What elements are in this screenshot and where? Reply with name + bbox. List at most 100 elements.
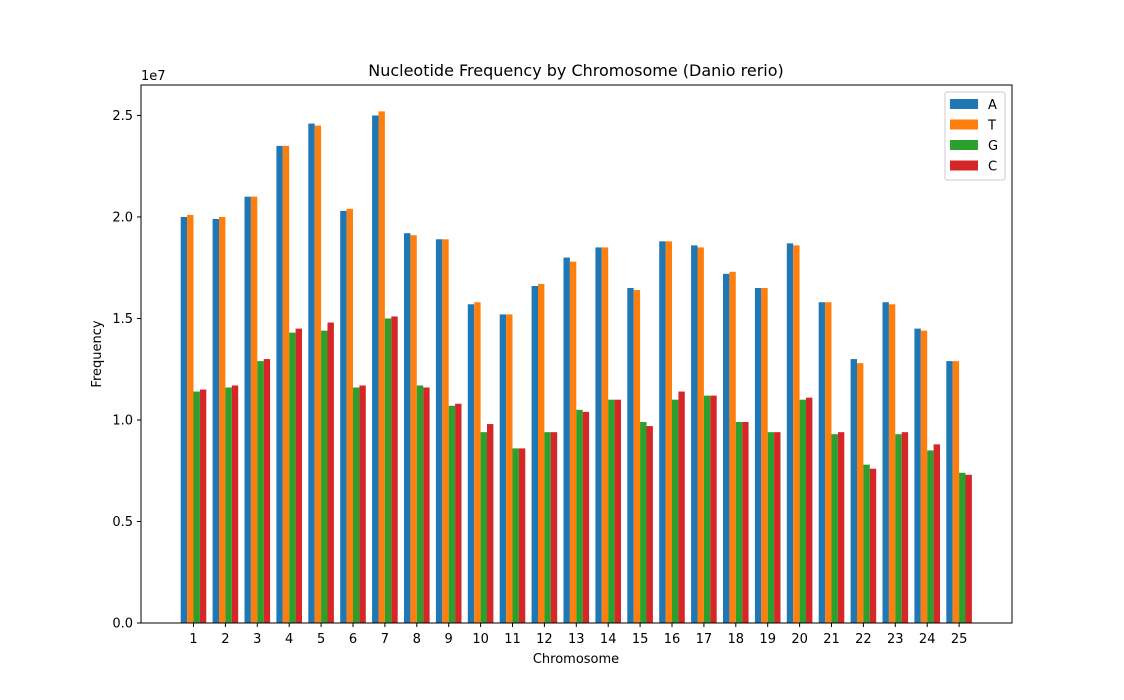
bar-c-chr-23 [901, 432, 909, 623]
bar-c-chr-4 [295, 328, 302, 623]
bar-g-chr-14 [608, 399, 615, 623]
bar-g-chr-4 [289, 332, 296, 623]
legend-swatch-t [950, 119, 978, 130]
bar-t-chr-2 [219, 216, 226, 623]
bar-g-chr-24 [927, 450, 934, 623]
bar-g-chr-5 [321, 330, 328, 623]
bar-g-chr-20 [799, 399, 806, 623]
bar-t-chr-18 [729, 271, 736, 623]
bar-g-chr-6 [353, 387, 360, 623]
bar-c-chr-12 [550, 432, 558, 623]
y-tick-label: 2.5 [112, 109, 133, 124]
bar-a-chr-19 [754, 288, 762, 623]
bar-a-chr-22 [850, 359, 857, 623]
bar-c-chr-1 [199, 389, 207, 623]
x-tick-label-15: 15 [632, 632, 649, 647]
bar-t-chr-8 [410, 235, 417, 624]
bar-g-chr-18 [735, 422, 743, 623]
bar-t-chr-9 [442, 239, 449, 624]
bar-a-chr-4 [276, 145, 283, 623]
x-tick-label-6: 6 [349, 632, 357, 647]
x-tick-label-13: 13 [568, 632, 585, 647]
bar-t-chr-12 [538, 283, 545, 623]
bar-g-chr-22 [863, 464, 870, 623]
legend-swatch-c [950, 160, 978, 171]
bar-t-chr-25 [952, 361, 960, 623]
plot-frame [140, 84, 1013, 624]
bar-a-chr-8 [404, 233, 411, 623]
bar-c-chr-11 [518, 448, 526, 623]
bar-t-chr-5 [314, 125, 322, 623]
x-tick-label-7: 7 [381, 632, 389, 647]
bar-g-chr-12 [544, 432, 551, 623]
bar-a-chr-20 [786, 243, 794, 623]
bar-c-chr-16 [678, 391, 685, 623]
bar-c-chr-7 [391, 316, 398, 623]
bar-a-chr-13 [563, 257, 570, 623]
x-ticks: 1 2 3 4 5 6 7 8 9 10 11 12 13 14 15 16 17 18 19 20 21 22 23 24 2… [189, 623, 967, 647]
y-tick-label: 0.5 [112, 515, 133, 530]
legend-label-g: G [988, 139, 998, 154]
bar-a-chr-23 [882, 302, 889, 623]
bar-t-chr-11 [506, 314, 513, 623]
bar-g-chr-16 [672, 399, 679, 623]
bar-c-chr-24 [933, 444, 940, 623]
bar-c-chr-8 [423, 387, 430, 623]
bar-t-chr-3 [250, 196, 258, 623]
x-tick-label-16: 16 [664, 632, 681, 647]
bar-g-chr-21 [831, 434, 838, 623]
bar-a-chr-3 [244, 196, 251, 623]
bar-g-chr-25 [959, 472, 966, 623]
x-tick-label-8: 8 [413, 632, 421, 647]
bar-g-chr-15 [640, 422, 647, 623]
bar-t-chr-6 [346, 208, 353, 623]
bar-a-chr-6 [340, 210, 347, 623]
x-tick-label-25: 25 [951, 632, 968, 647]
bar-a-chr-1 [180, 216, 188, 623]
x-tick-label-21: 21 [823, 632, 840, 647]
y-ticks: 0.0 0.5 1.0 1.5 2.0 2.5 [112, 109, 141, 632]
bar-c-chr-21 [837, 432, 845, 623]
x-tick-label-3: 3 [253, 632, 261, 647]
x-tick-label-20: 20 [791, 632, 808, 647]
y-tick-label: 1.0 [112, 413, 133, 428]
bar-t-chr-15 [633, 290, 641, 623]
bar-a-chr-16 [659, 241, 666, 623]
bar-t-chr-21 [825, 302, 832, 623]
x-tick-label-14: 14 [600, 632, 617, 647]
x-tick-label-23: 23 [887, 632, 904, 647]
bar-a-chr-12 [531, 285, 538, 623]
x-tick-label-17: 17 [696, 632, 713, 647]
bar-t-chr-1 [187, 214, 194, 623]
x-tick-label-22: 22 [855, 632, 872, 647]
bar-a-chr-7 [372, 115, 379, 623]
bar-g-chr-1 [193, 391, 200, 623]
bar-g-chr-19 [767, 432, 775, 623]
x-tick-label-10: 10 [472, 632, 489, 647]
bar-t-chr-22 [857, 363, 864, 623]
x-tick-label-2: 2 [221, 632, 229, 647]
bar-a-chr-18 [723, 273, 730, 623]
y-axis-label: Frequency [90, 320, 105, 387]
legend-label-t: T [987, 119, 996, 134]
bar-t-chr-17 [697, 247, 704, 624]
bar-a-chr-11 [499, 314, 507, 623]
bar-t-chr-14 [601, 247, 609, 624]
y-tick-label: 1.5 [112, 312, 133, 327]
bar-c-chr-22 [869, 468, 877, 623]
bar-g-chr-2 [225, 387, 232, 623]
x-axis-label: Chromosome [533, 652, 619, 667]
legend-box [944, 91, 1006, 181]
bar-t-chr-23 [888, 304, 896, 623]
bar-g-chr-9 [448, 405, 456, 623]
bar-c-chr-17 [710, 395, 717, 623]
y-tick-label: 2.0 [112, 210, 133, 225]
x-tick-label-18: 18 [728, 632, 745, 647]
bar-c-chr-15 [646, 426, 653, 623]
bar-g-chr-7 [384, 318, 392, 623]
bar-g-chr-13 [576, 409, 583, 623]
legend-swatch-a [950, 99, 978, 109]
bar-a-chr-10 [467, 304, 475, 623]
